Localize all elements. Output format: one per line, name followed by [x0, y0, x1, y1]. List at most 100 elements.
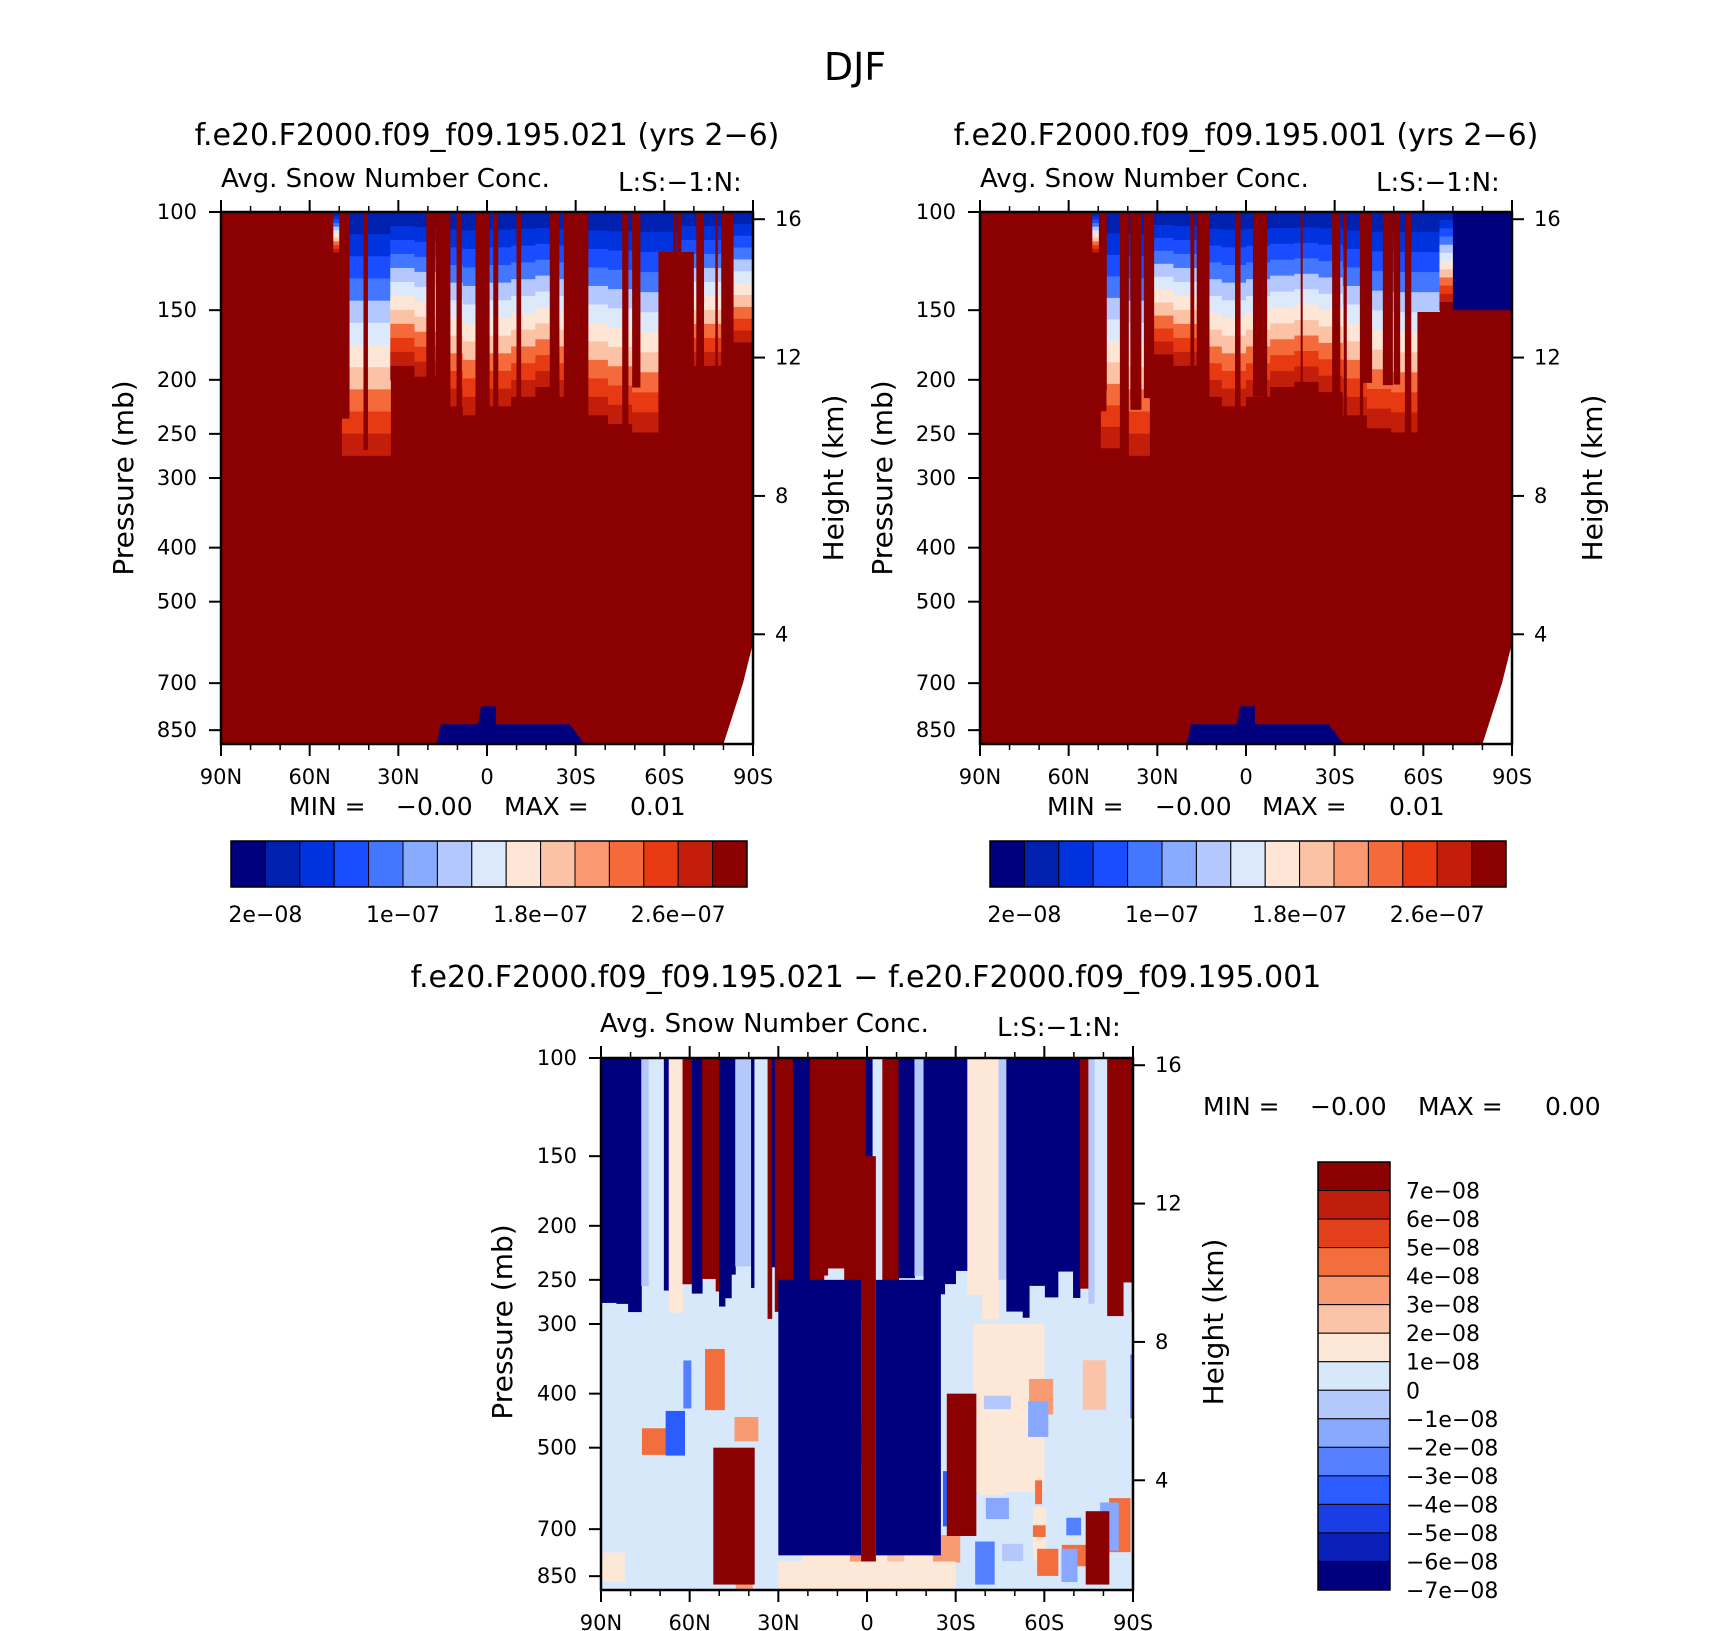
filament	[1493, 212, 1502, 435]
control-right-axis-label: Height (km)	[1576, 395, 1609, 562]
stripe	[767, 1058, 773, 1319]
band-cell	[1100, 233, 1126, 256]
y-tick-label: 700	[916, 671, 956, 695]
band-cell	[1173, 295, 1199, 311]
colorbar-box	[1264, 840, 1301, 888]
band-cell	[1173, 212, 1199, 227]
stripe	[771, 1058, 776, 1268]
block-region	[946, 1393, 977, 1536]
band-cell	[728, 342, 753, 355]
band-cell	[1391, 412, 1416, 434]
case-y-axis-label: Pressure (mb)	[107, 380, 140, 575]
colorbar-label: 1e−08	[1406, 1351, 1480, 1376]
band-cell	[1366, 388, 1392, 410]
right-tick-label: 12	[1534, 346, 1561, 370]
band-cell	[487, 353, 512, 372]
patch	[734, 1416, 759, 1442]
band-cell	[728, 223, 753, 237]
stripe	[702, 1058, 717, 1279]
field-layer	[601, 1058, 1133, 1590]
stripe	[1029, 1058, 1046, 1286]
south-blue-cap	[1452, 212, 1512, 311]
colorbar-label: −6e−08	[1406, 1550, 1498, 1575]
colorbar-label: 4e−08	[1406, 1265, 1480, 1290]
colorbar-box	[1367, 840, 1404, 888]
y-tick-label: 100	[537, 1046, 577, 1070]
y-tick-label: 250	[537, 1268, 577, 1292]
patch	[665, 1410, 686, 1456]
colorbar-box	[1402, 840, 1438, 888]
band-cell	[607, 269, 633, 290]
x-tick-label: 90N	[580, 1611, 622, 1631]
band-cell	[1439, 285, 1465, 295]
band-cell	[1173, 323, 1199, 339]
band-cell	[1149, 289, 1175, 304]
band-cell	[366, 367, 391, 390]
band-cell	[583, 322, 609, 343]
filament	[1119, 212, 1129, 465]
y-tick-label: 100	[157, 200, 197, 224]
band-cell	[1294, 242, 1320, 259]
stripe	[751, 1058, 755, 1288]
stripe	[1088, 1058, 1096, 1304]
colorbar-label: 2e−08	[228, 903, 302, 928]
band-cell	[1270, 212, 1295, 229]
difference-plot-area: 90N 60N 30N 0 30S 60S 90S 100 150 200 250 300 400 500…	[537, 1046, 1182, 1631]
colorbar-box	[333, 840, 370, 888]
band-cell	[511, 329, 536, 348]
band-cell	[1221, 282, 1247, 301]
colorbar-label: 2.6e−07	[631, 903, 726, 928]
south-cap	[658, 252, 694, 518]
band-cell	[1270, 259, 1295, 277]
band-cell	[511, 296, 536, 314]
y-tick-label: 700	[157, 671, 197, 695]
filament	[1473, 212, 1483, 417]
filament	[1359, 212, 1364, 439]
colorbar-box	[1092, 840, 1129, 888]
field-layer	[221, 212, 753, 744]
x-tick-label: 90S	[1492, 765, 1532, 789]
right-tick-label: 4	[1534, 622, 1547, 646]
filament	[578, 212, 589, 486]
y-tick-label: 150	[157, 298, 197, 322]
control-plot-area: 90N 60N 30N 0 30S 60S 90S 100 150 200 250 300 400 500…	[916, 200, 1561, 789]
right-tick-label: 8	[1534, 484, 1547, 508]
y-tick-label: 300	[916, 466, 956, 490]
colorbar-label: 0	[1406, 1379, 1420, 1404]
stripe	[1044, 1058, 1059, 1298]
band-cell	[1100, 340, 1126, 363]
band-cell	[1270, 307, 1295, 324]
patch	[1130, 1354, 1133, 1419]
filament	[715, 212, 718, 428]
filament	[1130, 212, 1142, 410]
colorbar-box	[1127, 840, 1163, 888]
colorbar-label: 1.8e−07	[493, 903, 588, 928]
band-cell	[1294, 212, 1320, 229]
band-cell	[487, 388, 512, 407]
band-cell	[487, 300, 512, 319]
band-cell	[1173, 365, 1199, 381]
band-cell	[511, 380, 536, 398]
band-cell	[1294, 335, 1320, 352]
colorbar-box	[1317, 1332, 1391, 1363]
stripe	[1057, 1058, 1074, 1272]
y-tick-label: 250	[157, 422, 197, 446]
band-cell	[366, 345, 391, 368]
y-tick-label: 700	[537, 1517, 577, 1541]
band-cell	[1221, 370, 1247, 390]
case-max-label: MAX =	[504, 792, 589, 821]
band-cell	[1149, 328, 1175, 343]
band-cell	[728, 295, 753, 308]
band-cell	[1294, 304, 1320, 321]
y-tick-label: 400	[157, 536, 197, 560]
colorbar-label: 7e−08	[1406, 1180, 1480, 1205]
band-cell	[511, 245, 536, 264]
y-tick-label: 850	[537, 1564, 577, 1588]
band-cell	[511, 312, 536, 331]
band-cell	[728, 330, 753, 344]
y-tick-label: 100	[916, 200, 956, 224]
colorbar-box	[540, 840, 576, 888]
band-cell	[1294, 381, 1320, 398]
case-panel-subtitle: Avg. Snow Number Conc.	[221, 164, 550, 194]
difference-panel-title: f.e20.F2000.f09_f09.195.021 − f.e20.F200…	[411, 960, 1322, 995]
